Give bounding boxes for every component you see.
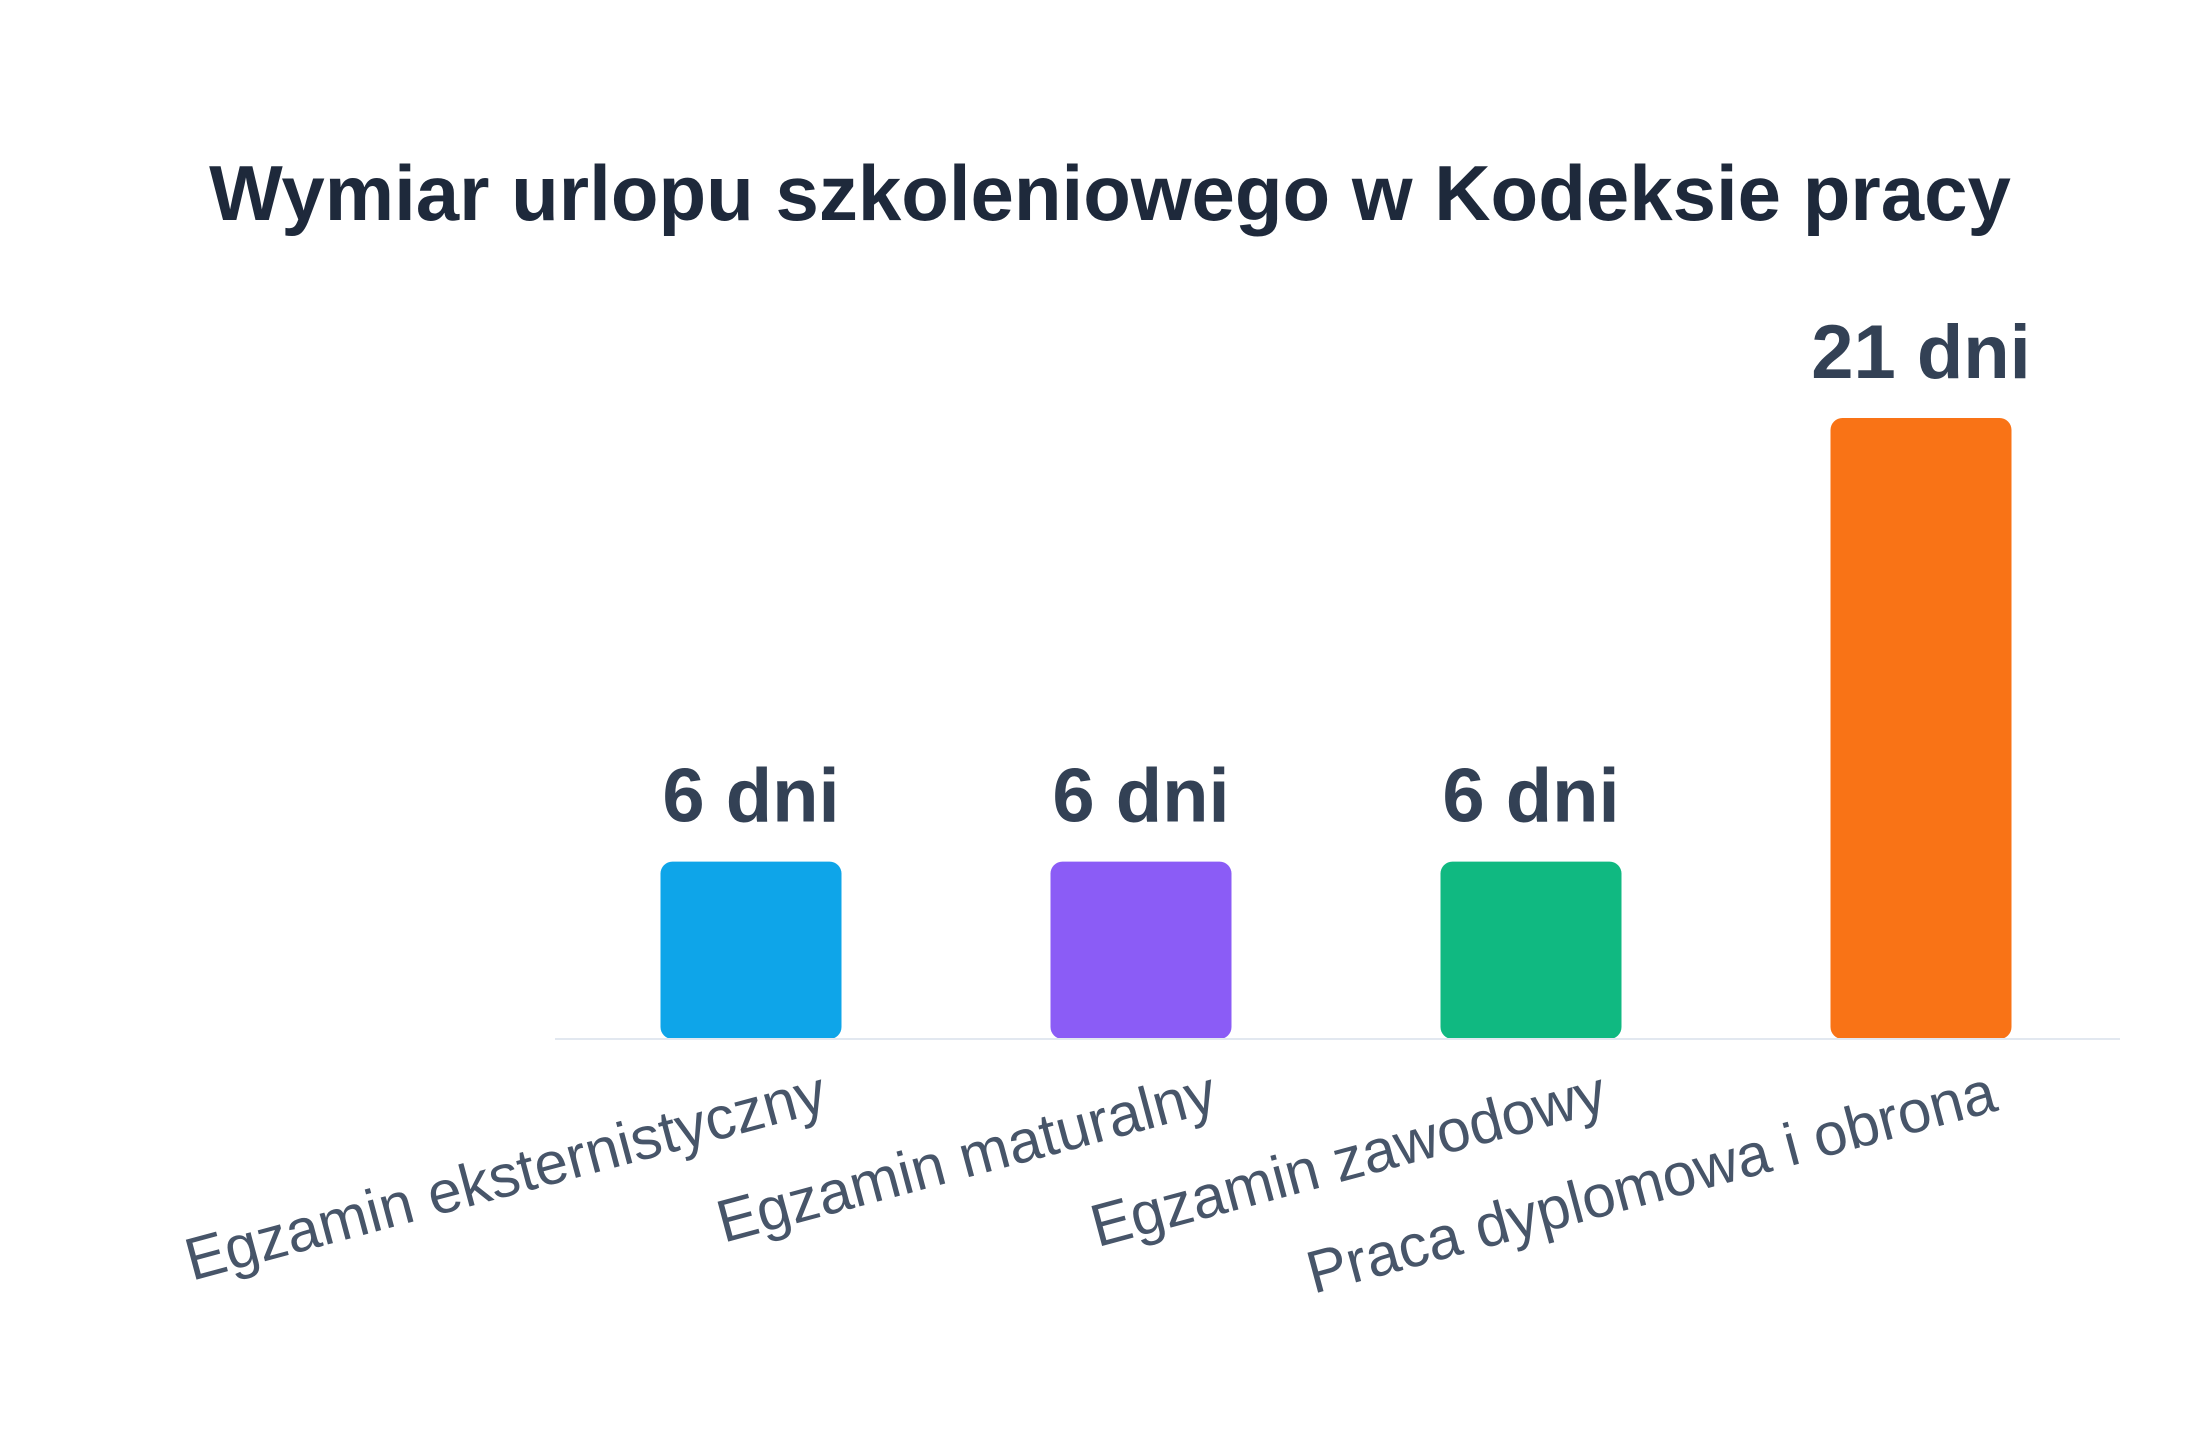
- value-label-4: 21 dni: [1811, 310, 2031, 395]
- bar-3: [1440, 861, 1622, 1039]
- value-label-3: 6 dni: [1442, 754, 1619, 839]
- bar-4: [1830, 418, 2012, 1039]
- category-label-1: Egzamin eksternistyczny: [178, 1058, 833, 1294]
- value-label-1: 6 dni: [662, 754, 839, 839]
- bar-1: [660, 861, 842, 1039]
- value-labels-layer: 6 dni 6 dni 6 dni 21 dni: [662, 310, 2030, 839]
- chart-title: Wymiar urlopu szkoleniowego w Kodeksie p…: [209, 149, 2011, 237]
- bar-2: [1050, 861, 1232, 1039]
- value-label-2: 6 dni: [1052, 754, 1229, 839]
- category-label-4: Praca dyplomowa i obrona: [1299, 1058, 2003, 1307]
- bars-layer: [660, 418, 2012, 1039]
